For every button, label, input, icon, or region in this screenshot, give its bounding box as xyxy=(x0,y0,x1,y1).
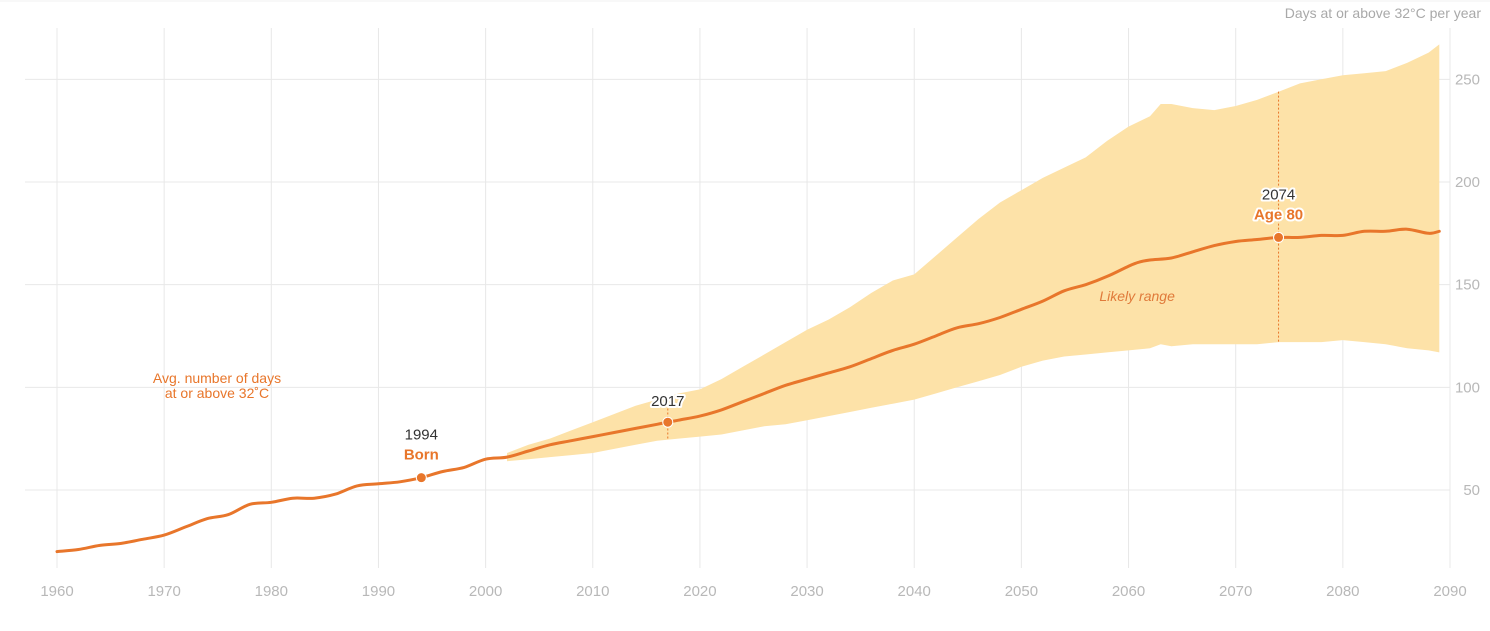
annotation-label: Age 80 xyxy=(1254,206,1303,223)
series-label-line: Avg. number of days xyxy=(153,370,281,386)
x-tick-label: 2020 xyxy=(683,583,716,600)
annotation-year-halo: 2074 xyxy=(1262,186,1295,203)
x-tick-label: 1990 xyxy=(362,583,395,600)
y-tick-label: 150 xyxy=(1455,277,1480,294)
likely-range-label: Likely range xyxy=(1099,288,1175,304)
series-line-layer xyxy=(55,227,1441,554)
x-tick-label: 2050 xyxy=(1005,583,1038,600)
annotation-year: 2017 xyxy=(651,393,684,410)
series-label-line: at or above 32˚C xyxy=(165,385,269,401)
annotation-marker xyxy=(415,472,427,484)
annotation-label: Born xyxy=(404,447,439,464)
annotation-label-halo: Age 80 xyxy=(1254,206,1303,223)
annotation-year-halo: 2017 xyxy=(651,393,684,410)
x-tick-label: 1980 xyxy=(255,583,288,600)
x-tick-label: 1970 xyxy=(147,583,180,600)
annotation-year: 1994 xyxy=(405,427,438,444)
x-tick-label: 2060 xyxy=(1112,583,1145,600)
annotation-label-halo: Born xyxy=(404,447,439,464)
y-tick-label: 100 xyxy=(1455,379,1480,396)
y-tick-label: 250 xyxy=(1455,71,1480,88)
x-tick-label: 1960 xyxy=(40,583,73,600)
x-tick-label: 2090 xyxy=(1433,583,1466,600)
label-layer: 1960 1970 1980 1990 2000 2010 2020 2030 2040 2050… xyxy=(40,5,1481,600)
annotation-year-halo: 1994 xyxy=(405,427,438,444)
x-tick-label: 2080 xyxy=(1326,583,1359,600)
x-tick-label: 2030 xyxy=(790,583,823,600)
x-tick-label: 2070 xyxy=(1219,583,1252,600)
likely-range-band xyxy=(507,44,1440,462)
likely-range-layer xyxy=(507,44,1440,462)
x-tick-label: 2010 xyxy=(576,583,609,600)
unit-label: Days at or above 32°C per year xyxy=(1285,5,1482,21)
y-tick-label: 200 xyxy=(1455,174,1480,191)
y-tick-label: 50 xyxy=(1463,482,1480,499)
annotation-year: 2074 xyxy=(1262,186,1295,203)
annotation-marker xyxy=(662,416,674,428)
x-tick-label: 2000 xyxy=(469,583,502,600)
x-tick-label: 2040 xyxy=(898,583,931,600)
series-line xyxy=(55,227,1441,554)
annotation-marker xyxy=(1273,231,1285,243)
